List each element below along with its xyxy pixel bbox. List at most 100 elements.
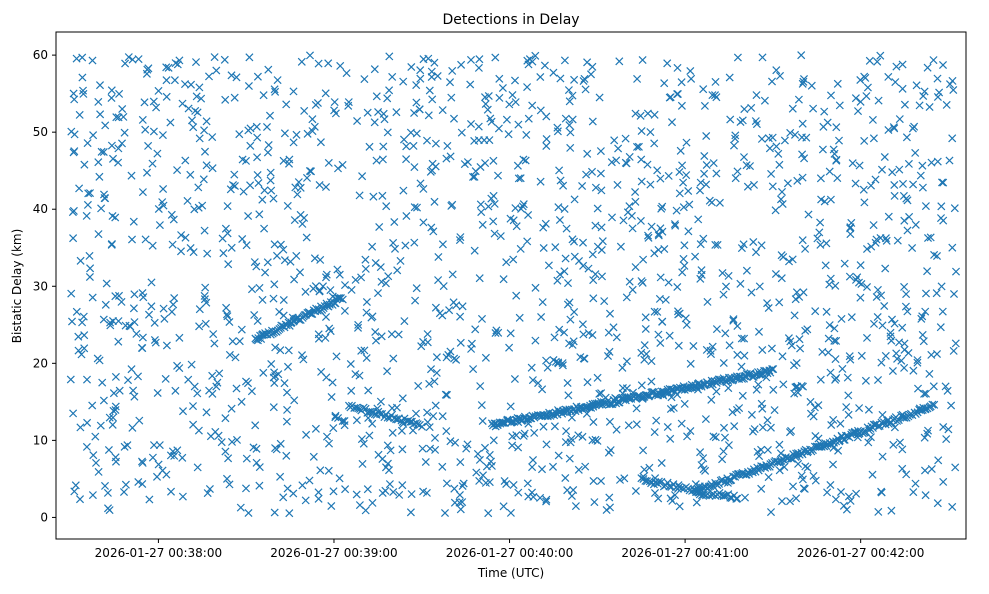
clutter-point <box>684 227 693 236</box>
clutter-point <box>298 481 307 490</box>
clutter-point <box>747 410 756 419</box>
clutter-point <box>237 397 246 406</box>
clutter-point <box>245 53 254 62</box>
clutter-point <box>91 458 101 467</box>
clutter-point <box>806 409 816 418</box>
clutter-point <box>411 296 420 305</box>
clutter-point <box>263 258 272 267</box>
clutter-point <box>656 273 665 282</box>
clutter-point <box>340 416 349 426</box>
clutter-point <box>632 420 641 429</box>
clutter-point <box>804 210 813 219</box>
clutter-point <box>418 444 427 453</box>
clutter-point <box>419 487 428 496</box>
clutter-point <box>945 80 955 89</box>
clutter-point <box>95 172 104 181</box>
clutter-point <box>842 505 851 514</box>
clutter-point <box>162 92 171 101</box>
clutter-point <box>900 339 909 348</box>
clutter-point <box>699 454 708 463</box>
clutter-point <box>280 379 289 388</box>
clutter-point <box>513 161 522 170</box>
clutter-point <box>138 115 147 124</box>
clutter-point <box>902 133 911 142</box>
clutter-point <box>239 187 248 196</box>
clutter-point <box>195 83 204 92</box>
clutter-point <box>335 474 344 483</box>
clutter-point <box>810 403 819 412</box>
clutter-point <box>360 346 369 355</box>
clutter-point <box>67 289 76 298</box>
clutter-point <box>505 343 514 352</box>
track-point-4 <box>928 400 937 409</box>
clutter-point <box>108 420 117 429</box>
clutter-point <box>731 131 740 140</box>
clutter-point <box>555 215 564 225</box>
clutter-point <box>816 218 825 227</box>
clutter-point <box>415 105 424 114</box>
clutter-point <box>856 261 865 270</box>
clutter-point <box>184 104 193 113</box>
clutter-point <box>519 431 528 440</box>
clutter-point <box>227 437 237 446</box>
clutter-point <box>719 290 728 299</box>
clutter-point <box>798 79 807 88</box>
clutter-point <box>790 130 800 139</box>
clutter-point <box>757 134 766 143</box>
clutter-point <box>493 171 503 180</box>
clutter-point <box>210 53 219 62</box>
clutter-point <box>520 429 529 438</box>
clutter-point <box>522 130 531 139</box>
y-tick-label: 30 <box>33 279 48 293</box>
clutter-point <box>685 200 694 209</box>
clutter-point <box>394 330 403 339</box>
clutter-point <box>901 302 910 311</box>
clutter-point <box>792 288 801 297</box>
clutter-point <box>305 166 314 176</box>
clutter-point <box>426 167 435 176</box>
clutter-point <box>283 201 292 210</box>
clutter-point <box>472 468 481 477</box>
clutter-point <box>254 178 263 188</box>
clutter-point <box>853 273 862 282</box>
clutter-point <box>903 307 912 316</box>
clutter-point <box>244 126 253 135</box>
clutter-point <box>255 463 264 472</box>
clutter-point <box>559 181 568 190</box>
clutter-point <box>293 190 302 199</box>
clutter-point <box>598 237 607 246</box>
clutter-point <box>668 496 677 505</box>
clutter-point <box>563 486 572 495</box>
clutter-point <box>609 323 618 332</box>
clutter-point <box>200 147 210 156</box>
clutter-point <box>353 323 363 332</box>
clutter-point <box>670 220 679 229</box>
clutter-point <box>554 203 563 212</box>
clutter-point <box>69 409 78 418</box>
clutter-point <box>521 156 530 165</box>
clutter-point <box>515 313 524 322</box>
clutter-point <box>927 158 936 167</box>
clutter-point <box>516 174 525 183</box>
clutter-point <box>684 186 693 196</box>
clutter-point <box>476 200 485 209</box>
clutter-point <box>645 463 654 472</box>
track-point-3 <box>513 413 522 423</box>
x-tick-label: 2026-01-27 00:38:00 <box>95 546 222 560</box>
clutter-point <box>448 200 457 209</box>
clutter-point <box>195 322 204 331</box>
clutter-point <box>74 332 83 341</box>
clutter-point <box>763 416 772 425</box>
clutter-point <box>137 457 147 466</box>
clutter-point <box>425 379 434 388</box>
clutter-point <box>159 184 168 194</box>
clutter-point <box>263 148 272 157</box>
clutter-point <box>109 389 118 398</box>
clutter-point <box>456 312 465 321</box>
clutter-point <box>775 71 785 80</box>
clutter-point <box>484 91 493 101</box>
clutter-point <box>725 341 734 350</box>
clutter-point <box>397 426 406 435</box>
clutter-point <box>94 230 103 239</box>
clutter-point <box>402 155 411 164</box>
